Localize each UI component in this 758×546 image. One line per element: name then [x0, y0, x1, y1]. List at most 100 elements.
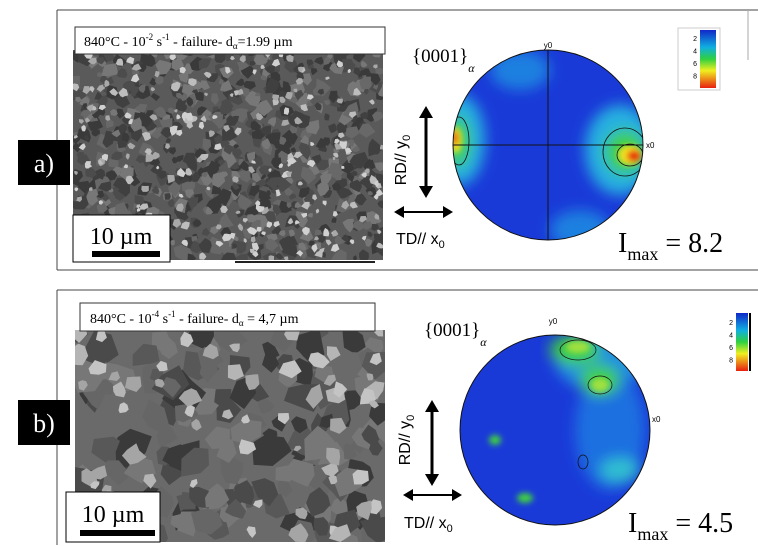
grain	[96, 84, 104, 92]
grain	[380, 144, 383, 150]
grain	[360, 60, 368, 68]
grain	[349, 151, 369, 169]
grain	[96, 190, 105, 199]
grain	[230, 419, 262, 445]
grain	[218, 213, 234, 228]
grain	[76, 196, 82, 202]
grain	[341, 58, 354, 71]
grain	[308, 188, 315, 196]
grain	[342, 330, 366, 353]
grain	[80, 109, 92, 118]
grain	[248, 185, 260, 197]
scale-label: 10 µm	[90, 224, 153, 250]
grain	[188, 197, 199, 208]
grain	[203, 71, 212, 79]
grain	[374, 180, 379, 188]
grain	[178, 70, 189, 83]
grain	[76, 152, 85, 159]
grain	[191, 418, 202, 431]
grain	[144, 148, 152, 156]
grain	[185, 167, 193, 176]
grain	[162, 444, 182, 467]
grain	[88, 187, 93, 191]
grain	[222, 233, 233, 242]
color-bar	[736, 313, 748, 371]
grain	[333, 152, 339, 158]
grain	[235, 210, 241, 215]
grain	[155, 59, 172, 75]
grain	[313, 517, 329, 536]
grain	[85, 165, 97, 178]
grain	[134, 195, 145, 205]
grain	[111, 151, 123, 161]
grain	[258, 189, 272, 203]
grain	[142, 399, 170, 431]
micrograph	[75, 330, 385, 542]
grain	[353, 67, 362, 76]
grain	[116, 108, 125, 119]
grain	[301, 201, 310, 210]
caption: 840°C - 10-2 s-1 - failure- dα=1.99 µm	[84, 32, 293, 51]
grain	[278, 360, 302, 379]
legend-label: 6	[729, 345, 733, 352]
grain	[300, 104, 309, 112]
grain	[278, 163, 284, 168]
grain	[285, 177, 294, 185]
grain	[300, 135, 309, 145]
grain	[91, 129, 101, 137]
grain	[102, 136, 114, 148]
grain	[265, 177, 281, 190]
grain	[272, 94, 280, 101]
grain	[246, 526, 256, 538]
grain	[223, 143, 234, 155]
scale-bar	[92, 251, 160, 257]
grain	[279, 96, 286, 104]
grain	[294, 220, 300, 225]
grain	[179, 66, 186, 74]
grain	[236, 88, 244, 96]
grain	[184, 189, 195, 199]
grain	[330, 417, 347, 434]
grain	[112, 381, 126, 398]
grain	[105, 170, 118, 180]
grain	[187, 253, 197, 260]
grain	[332, 211, 338, 217]
grain	[345, 126, 360, 139]
grain	[277, 413, 290, 425]
grain	[234, 480, 255, 505]
grain	[350, 170, 358, 176]
grain	[302, 226, 310, 236]
grain	[284, 330, 300, 341]
grain	[291, 416, 308, 434]
grain	[176, 494, 194, 512]
grain	[325, 239, 332, 246]
grain	[256, 112, 264, 121]
grain	[154, 106, 167, 119]
grain	[341, 165, 345, 169]
grain	[326, 447, 341, 466]
grain	[186, 121, 194, 129]
grain	[333, 381, 348, 398]
grain	[216, 224, 222, 230]
grain	[158, 117, 173, 130]
grain	[200, 115, 207, 123]
grain	[253, 499, 263, 509]
grain	[188, 78, 197, 87]
grain	[243, 80, 256, 90]
grain	[296, 71, 305, 80]
grain	[316, 234, 326, 243]
grain	[172, 218, 182, 228]
grain	[197, 157, 203, 163]
grain	[170, 81, 181, 92]
grain	[130, 86, 139, 97]
grain	[278, 237, 294, 251]
grain	[287, 217, 294, 225]
grain	[306, 487, 331, 517]
grain	[265, 77, 280, 94]
grain	[321, 463, 339, 477]
grain	[308, 240, 315, 247]
grain	[371, 223, 380, 231]
grain	[344, 147, 352, 154]
grain	[335, 171, 342, 181]
grain	[245, 120, 253, 129]
